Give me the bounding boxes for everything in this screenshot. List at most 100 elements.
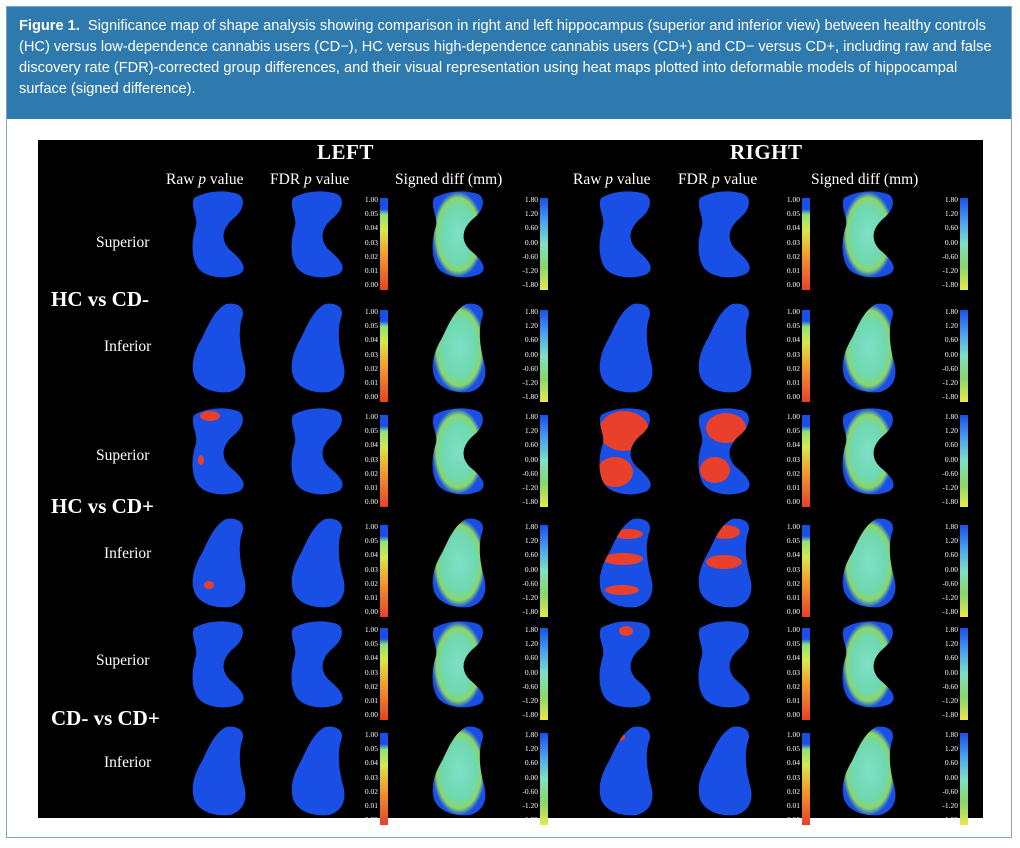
colorbar-tick: -1.80 [522,607,538,617]
hippocampus-surface-map [842,303,896,393]
row-label-inferior: Inferior [104,545,152,562]
colorbar-tick: -1.20 [942,483,958,492]
colorbar-strip [960,415,968,507]
colorbar-tick: -1.80 [942,280,958,290]
pvalue-colorbar: 1.00 0.05 0.04 0.03 0.02 0.01 0.00 [765,730,815,831]
colorbar-tick: 0.03 [364,454,378,464]
colorbar-tick: -0.60 [942,578,958,588]
colorbar-strip [380,733,388,825]
colorbar-tick: 0.04 [786,653,800,663]
hippocampus-surface-map [432,726,486,816]
column-header-text: value [206,171,244,188]
colorbar-tick: 0.60 [944,550,958,560]
pvalue-colorbar: 1.00 0.05 0.04 0.03 0.02 0.01 0.00 [765,523,815,623]
colorbar-strip [960,628,968,720]
colorbar-tick: 1.80 [524,522,538,531]
colorbar-tick: 0.03 [786,772,800,782]
colorbar-tick: -1.20 [522,696,538,705]
colorbar-tick: 0.00 [944,772,958,782]
colorbar-tick: 0.60 [524,223,538,233]
side-label-right: RIGHT [730,140,803,164]
row-label-inferior: Inferior [104,754,152,771]
colorbar-tick: 0.00 [364,280,378,290]
colorbar-tick: -0.60 [942,468,958,478]
colorbar-tick: 0.03 [786,349,800,359]
diff-colorbar: 1.80 1.20 0.60 0.00 -0.60 -1.20 -1.80 [923,307,973,408]
colorbar-tick: 0.01 [364,801,378,810]
colorbar-tick: 0.00 [524,667,538,677]
colorbar-tick: 0.01 [364,266,378,275]
colorbar-tick: 0.00 [786,607,800,617]
colorbar-tick: 1.80 [944,195,958,204]
colorbar-tick: -1.80 [942,710,958,720]
colorbar-tick: 1.00 [786,730,800,739]
pvalue-colorbar: 1.00 0.05 0.04 0.03 0.02 0.01 0.00 [765,196,815,296]
colorbar-tick: 1.00 [786,412,800,421]
colorbar-tick: 0.03 [786,667,800,677]
colorbar-strip [960,525,968,617]
colorbar-tick: 0.01 [786,696,800,705]
colorbar-tick: 0.01 [786,378,800,387]
colorbar-tick: 0.00 [786,280,800,290]
colorbar-tick: 0.01 [364,593,378,602]
colorbar-tick: -1.20 [522,483,538,492]
hippocampus-surface-map [192,408,244,495]
row-label-superior: Superior [96,447,150,464]
hippocampus-surface-map [842,621,894,708]
colorbar-tick: 1.20 [524,426,538,436]
group-label: HC vs CD+ [51,494,154,518]
colorbar-tick: 1.20 [944,209,958,219]
colorbar-tick: -1.80 [942,815,958,825]
hippocampus-surface-map [842,191,894,278]
colorbar-tick: -1.20 [942,378,958,387]
colorbar-tick: 0.00 [944,667,958,677]
hippocampus-surface-map [291,191,343,278]
diff-colorbar: 1.80 1.20 0.60 0.00 -0.60 -1.20 -1.80 [503,731,553,831]
colorbar-strip [540,733,548,825]
hippocampus-surface-map [192,518,246,608]
hippocampus-surface-map [698,518,752,608]
colorbar-tick: 1.80 [944,625,958,634]
colorbar-tick: 0.05 [786,209,800,219]
colorbar-tick: 0.00 [524,237,538,247]
colorbar-tick: 0.60 [944,335,958,345]
colorbar-tick: 1.20 [944,744,958,754]
colorbar-tick: 0.04 [364,223,378,233]
colorbar-tick: -1.80 [942,607,958,617]
colorbar-strip [380,198,388,290]
column-header-text: FDR [678,171,713,188]
colorbar-tick: 0.04 [364,653,378,663]
colorbar-tick: 0.03 [364,349,378,359]
colorbar-tick: 1.80 [944,307,958,316]
colorbar-strip [540,310,548,402]
hippocampus-surface-map [432,621,484,708]
figure-caption: Figure 1. Significance map of shape anal… [7,7,1011,119]
hippocampus-surface-map [192,303,246,393]
colorbar-tick: 0.05 [786,426,800,436]
colorbar-tick: 0.00 [944,237,958,247]
diff-colorbar: 1.80 1.20 0.60 0.00 -0.60 -1.20 -1.80 [923,731,973,831]
colorbar-tick: 0.03 [364,564,378,574]
colorbar-tick: 0.02 [364,681,378,691]
colorbar-tick: 0.60 [944,223,958,233]
colorbar-tick: 1.00 [364,307,378,316]
colorbar-tick: 0.02 [364,578,378,588]
colorbar-tick: -0.60 [942,681,958,691]
colorbar-tick: -1.20 [522,801,538,810]
colorbar-tick: -1.20 [942,266,958,275]
colorbar-strip [802,415,810,507]
colorbar-tick: 0.04 [786,758,800,768]
diff-colorbar: 1.80 1.20 0.60 0.00 -0.60 -1.20 -1.80 [923,195,973,296]
colorbar-strip [960,733,968,825]
colorbar-tick: 0.00 [786,710,800,720]
colorbar-tick: 1.20 [524,536,538,546]
colorbar-tick: -1.80 [522,280,538,290]
colorbar-tick: 0.01 [364,483,378,492]
colorbar-tick: 0.00 [364,497,378,507]
colorbar-tick: 0.60 [524,653,538,663]
colorbar-tick: 0.00 [364,815,378,825]
colorbar-tick: 1.20 [524,639,538,649]
colorbar-strip [540,198,548,290]
diff-colorbar: 1.80 1.20 0.60 0.00 -0.60 -1.20 -1.80 [503,196,553,296]
colorbar-tick: 0.00 [944,349,958,359]
